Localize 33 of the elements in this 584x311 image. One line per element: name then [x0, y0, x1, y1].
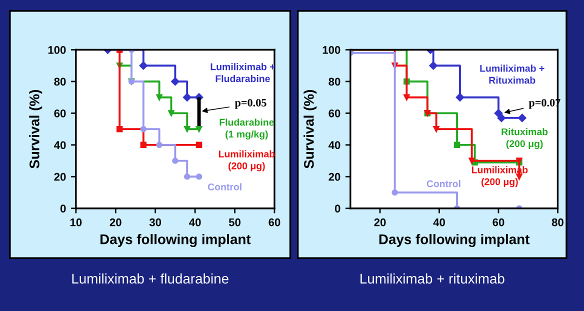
text: Lumiliximab + rituximab — [360, 273, 504, 284]
x-tick-label: 30 — [149, 218, 162, 226]
y-axis-title: Survival (%) — [304, 90, 317, 168]
y-tick-label: 20 — [328, 172, 340, 181]
y-tick-label: 0 — [334, 204, 340, 213]
x-axis-title: Days following implant — [100, 234, 251, 248]
y-tick-label: 40 — [328, 141, 340, 150]
y-tick-label: 60 — [54, 109, 66, 118]
x-tick-label: 60 — [268, 218, 280, 226]
y-tick-label: 60 — [328, 109, 340, 118]
series-label: Control — [208, 183, 242, 190]
y-tick-label: 20 — [54, 172, 66, 181]
y-tick-label: 0 — [60, 204, 66, 213]
x-tick-label: 40 — [433, 218, 445, 226]
annotation: p=0.05 — [234, 98, 266, 109]
x-tick-label: 40 — [189, 218, 201, 226]
series-label: Control — [426, 180, 460, 188]
series-label: Lumiliximab + Rituximab — [480, 64, 544, 84]
y-tick-label: 100 — [48, 46, 66, 54]
y-tick-label: 40 — [54, 141, 66, 150]
x-tick-label: 60 — [492, 218, 504, 226]
x-tick-label: 20 — [110, 218, 122, 226]
x-tick-label: 20 — [374, 218, 386, 226]
x-tick-label: 10 — [70, 218, 82, 226]
y-tick-label: 80 — [54, 78, 66, 86]
y-tick-label: 80 — [328, 78, 340, 86]
x-tick-label: 80 — [552, 218, 564, 226]
series-label: Rituximab (200 μg) — [502, 128, 548, 150]
y-axis-title: Survival (%) — [29, 90, 42, 168]
y-tick-label: 100 — [322, 46, 340, 54]
text: Lumiliximab + fludarabine — [72, 273, 228, 284]
x-tick-label: 50 — [228, 218, 240, 226]
x-axis-title: Days following implant — [379, 234, 530, 248]
